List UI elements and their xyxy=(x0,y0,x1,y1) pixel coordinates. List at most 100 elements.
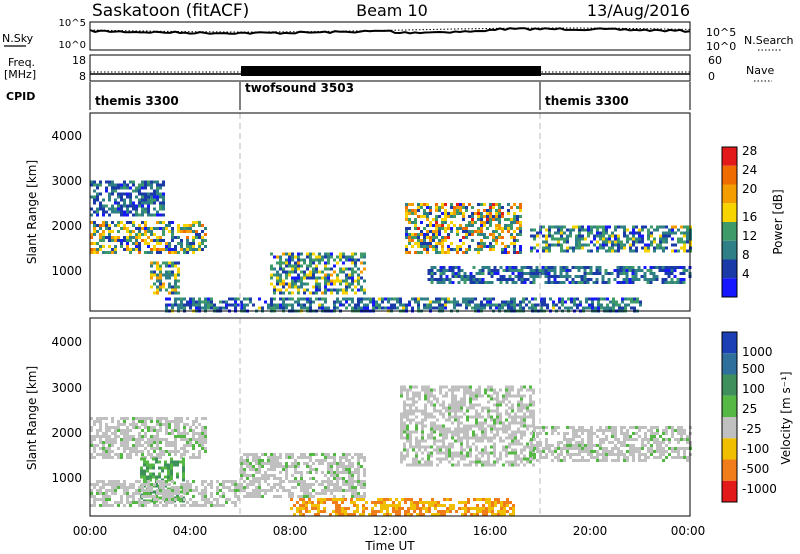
power-cell-2-432 xyxy=(138,186,141,190)
power-cell-5-1411 xyxy=(659,243,662,247)
velocity-cell-6-2301 xyxy=(102,498,105,501)
power-cell-6-1703 xyxy=(601,281,605,284)
velocity-cell-4-1365 xyxy=(439,433,442,437)
velocity-cell-3-1008 xyxy=(407,498,410,501)
velocity-cell-4-1406 xyxy=(448,406,451,410)
velocity-cell-2-509 xyxy=(246,495,249,498)
velocity-cell-4-1268 xyxy=(421,424,424,428)
power-cell-4-958 xyxy=(453,212,456,215)
velocity-cell-4-1661 xyxy=(493,421,496,425)
velocity-cell-3-891 xyxy=(311,501,314,504)
velocity-cell-2-506 xyxy=(246,483,249,486)
velocity-cell-0-147 xyxy=(138,420,141,423)
power-cell-5-1361 xyxy=(632,237,635,241)
freq-label-line2: [MHz] xyxy=(4,68,36,81)
power-cell-1-277 xyxy=(162,273,165,277)
velocity-cell-4-1654 xyxy=(490,463,493,467)
power-cell-3-545 xyxy=(282,270,285,274)
velocity-cell-0-97 xyxy=(120,456,123,459)
velocity-cell-2-838 xyxy=(357,456,360,459)
power-cell-4-1048 xyxy=(483,215,486,218)
velocity-cell-3-890 xyxy=(308,510,311,513)
velocity-cell-5-2037 xyxy=(593,456,596,459)
power-cell-4-960 xyxy=(453,224,456,227)
power-cell-4-898 xyxy=(435,233,438,236)
power-cell-3-542 xyxy=(282,252,285,256)
velocity-cell-5-2035 xyxy=(593,444,596,447)
power-cell-6-1543 xyxy=(481,272,485,275)
power-cell-2-382 xyxy=(117,210,120,214)
velocity-cell-4-1189 xyxy=(406,418,409,422)
velocity-cell-5-2176 xyxy=(650,429,653,432)
velocity-cell-4-1532 xyxy=(469,394,472,398)
velocity-cell-0-244 xyxy=(168,444,171,447)
velocity-cell-4-1420 xyxy=(451,388,454,392)
velocity-cell-4-1250 xyxy=(415,463,418,467)
velocity-cell-6-2281 xyxy=(93,495,96,498)
power-cell-7-2011 xyxy=(357,297,360,301)
power-cell-5-1276 xyxy=(590,228,593,232)
power-cell-4-1023 xyxy=(477,212,480,215)
velocity-cell-6-2449 xyxy=(177,492,180,495)
power-cell-0-176 xyxy=(171,236,174,239)
velocity-cell-5-1948 xyxy=(560,453,563,456)
velocity-cell-4-1324 xyxy=(430,445,433,449)
power-cell-7-1861 xyxy=(204,306,207,310)
power-cell-5-1215 xyxy=(557,231,560,235)
power-cell-6-1588 xyxy=(517,275,521,278)
velocity-cell-0-304 xyxy=(192,420,195,423)
velocity-cell-6-2326 xyxy=(114,489,117,492)
velocity-cell-4-1638 xyxy=(487,460,490,464)
velocity-cell-4-1853 xyxy=(529,412,532,416)
velocity-cell-3-1143 xyxy=(512,507,515,510)
velocity-cell-4-1356 xyxy=(439,385,442,389)
velocity-cell-0-85 xyxy=(117,435,120,438)
power-cell-4-943 xyxy=(447,236,450,239)
velocity-cell-5-2202 xyxy=(659,444,662,447)
power-cell-3-578 xyxy=(291,285,294,289)
velocity-cell-0-333 xyxy=(201,432,204,435)
power-cell-5-1230 xyxy=(563,240,566,244)
velocity-cell-6-2549 xyxy=(237,489,240,492)
velocity-cell-2-691 xyxy=(309,453,312,456)
velocity-cell-2-604 xyxy=(276,477,279,480)
power-cell-2-391 xyxy=(120,213,123,217)
power-cell-7-2118 xyxy=(453,300,456,304)
power-cell-0-207 xyxy=(186,245,189,248)
power-cell-3-777 xyxy=(363,252,366,256)
power-cell-4-968 xyxy=(456,233,459,236)
velocity-cell-0-162 xyxy=(141,450,144,453)
power-cell-7-2170 xyxy=(504,303,507,307)
power-cell-5-1424 xyxy=(665,240,668,244)
velocity-cell-4-1850 xyxy=(529,400,532,404)
power-cell-5-1377 xyxy=(641,228,644,232)
power-cell-6-1590 xyxy=(520,266,524,269)
velocity-cell-4-1593 xyxy=(478,460,481,464)
power-cell-3-758 xyxy=(354,264,357,268)
power-cell-5-1453 xyxy=(683,246,686,250)
power-cell-7-2168 xyxy=(501,306,504,310)
velocity-cell-2-619 xyxy=(282,468,285,471)
velocity-cell-4-1604 xyxy=(481,439,484,443)
velocity-cell-5-2180 xyxy=(650,444,653,447)
velocity-cell-5-2065 xyxy=(605,438,608,441)
power-cell-3-539 xyxy=(279,282,282,286)
velocity-cell-4-1822 xyxy=(523,406,526,410)
velocity-cell-2-682 xyxy=(306,456,309,459)
velocity-cell-4-1351 xyxy=(436,445,439,449)
power-cell-4-952 xyxy=(450,227,453,230)
power-cell-4-907 xyxy=(438,224,441,227)
velocity-cell-0-134 xyxy=(132,444,135,447)
velocity-cell-4-1149 xyxy=(400,394,403,398)
power-cell-6-1550 xyxy=(487,272,491,275)
velocity-cell-2-535 xyxy=(255,468,258,471)
power-cell-6-1747 xyxy=(637,266,641,269)
velocity-cb-tick-neg25: -25 xyxy=(742,422,762,436)
velocity-cell-1-425 xyxy=(164,475,167,479)
power-cell-2-483 xyxy=(153,207,156,211)
velocity-cell-5-1964 xyxy=(566,453,569,456)
power-colorbar-swatch-2 xyxy=(722,184,737,204)
power-cell-4-993 xyxy=(465,224,468,227)
power-cell-1-276 xyxy=(162,261,165,265)
power-cell-2-378 xyxy=(117,195,120,199)
